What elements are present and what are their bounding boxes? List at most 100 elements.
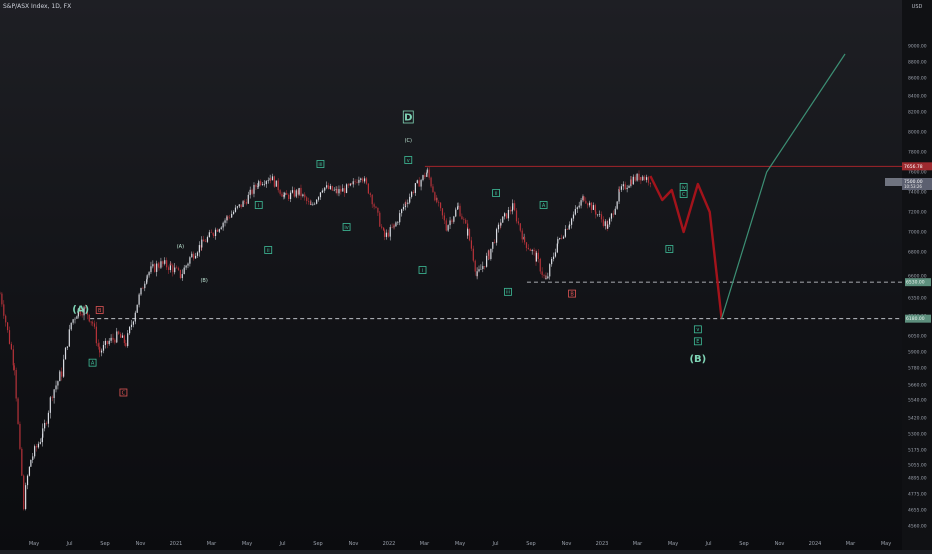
candle-body xyxy=(457,206,459,210)
candle-body xyxy=(363,178,366,182)
candle-body xyxy=(554,252,557,257)
candle-body xyxy=(356,182,358,183)
x-tick-label: 2024 xyxy=(809,541,822,547)
candle-body xyxy=(414,183,416,188)
y-tick-label: 5660.00 xyxy=(908,383,927,389)
candle-body xyxy=(32,456,34,460)
candle-body xyxy=(76,316,78,319)
candle-body xyxy=(383,230,386,237)
support-price-tag xyxy=(905,278,931,287)
wave-label-box xyxy=(539,201,548,209)
candle-body xyxy=(227,216,229,218)
candle-body xyxy=(104,340,106,345)
y-tick-label: 6800.00 xyxy=(908,250,927,256)
candle-body xyxy=(206,237,209,242)
support-price-label: 6530.00 xyxy=(906,280,925,286)
wave-label-box xyxy=(492,189,501,197)
candle-body xyxy=(451,220,453,222)
candle-body xyxy=(25,485,27,510)
candle-body xyxy=(410,191,413,197)
candle-body xyxy=(345,184,348,193)
candle-body xyxy=(177,268,180,270)
candle-body xyxy=(604,221,606,226)
candle-body xyxy=(187,263,189,266)
candle-body xyxy=(51,397,53,399)
candle-body xyxy=(193,253,195,259)
candle-body xyxy=(132,321,135,325)
candle-body xyxy=(127,333,129,347)
candle-body xyxy=(645,177,648,180)
candle-body xyxy=(140,288,142,295)
candle-body xyxy=(362,178,364,182)
wave-label-box xyxy=(342,223,351,231)
candle-body xyxy=(83,307,85,316)
candle-body xyxy=(196,252,199,256)
candle-body xyxy=(329,185,332,189)
candle-body xyxy=(547,276,549,279)
candle-body xyxy=(562,236,565,239)
candle-body xyxy=(281,193,283,197)
candle-body xyxy=(533,249,535,252)
candle-body xyxy=(6,322,9,331)
candle-body xyxy=(106,340,108,345)
y-tick-label: 9000.00 xyxy=(908,44,927,50)
candle-body xyxy=(618,189,621,190)
candle-body xyxy=(397,222,399,223)
candle-body xyxy=(385,232,388,237)
candle-body xyxy=(438,202,440,203)
wave-label: A xyxy=(542,203,546,209)
candle-body xyxy=(463,219,465,220)
x-tick-label: Nov xyxy=(562,541,572,547)
candle-body xyxy=(162,261,164,264)
candle-body xyxy=(511,209,513,212)
candle-body xyxy=(574,209,576,215)
resistance-price-tag xyxy=(902,162,932,171)
candle-body xyxy=(409,196,411,203)
x-tick-label: May xyxy=(881,541,891,547)
candle-body xyxy=(428,169,430,178)
candle-body xyxy=(352,181,354,185)
wave-label-box xyxy=(95,306,104,314)
candle-body xyxy=(295,190,297,197)
candle-body xyxy=(102,344,105,351)
candle-body xyxy=(424,175,426,177)
candle-body xyxy=(310,204,312,206)
candle-body xyxy=(283,195,285,197)
candle-body xyxy=(512,203,514,210)
candle-body xyxy=(300,187,302,197)
y-tick-label: 7600.00 xyxy=(908,170,927,176)
candle-body xyxy=(523,236,526,243)
candle-body xyxy=(302,194,304,197)
candle-body xyxy=(47,412,50,424)
y-axis-panel xyxy=(902,0,932,550)
candle-body xyxy=(194,255,197,259)
candle-body xyxy=(561,238,563,239)
x-tick-label: Jul xyxy=(278,541,285,547)
candle-body xyxy=(179,269,181,279)
candle-body xyxy=(447,225,449,231)
candle-body xyxy=(488,250,490,260)
candle-body xyxy=(430,177,432,187)
current-price-marker xyxy=(885,178,903,186)
candle-body xyxy=(595,211,597,215)
candle-body xyxy=(322,190,324,192)
x-tick-label: Sep xyxy=(739,541,748,547)
candle-body xyxy=(37,443,40,448)
candle-body xyxy=(136,304,138,313)
wave-label: D xyxy=(404,113,412,124)
wave-label: (A) xyxy=(72,304,89,315)
wave-label: i xyxy=(258,203,259,209)
candle-body xyxy=(265,181,267,185)
candle-body xyxy=(474,260,476,272)
candle-body xyxy=(543,274,545,276)
candle-body xyxy=(39,442,41,444)
candle-body xyxy=(212,232,214,235)
candle-body xyxy=(319,192,322,198)
candle-body xyxy=(170,263,172,266)
candle-body xyxy=(307,201,310,202)
wave-label-box xyxy=(264,246,273,254)
candle-body xyxy=(100,350,103,353)
candle-body xyxy=(97,343,99,347)
